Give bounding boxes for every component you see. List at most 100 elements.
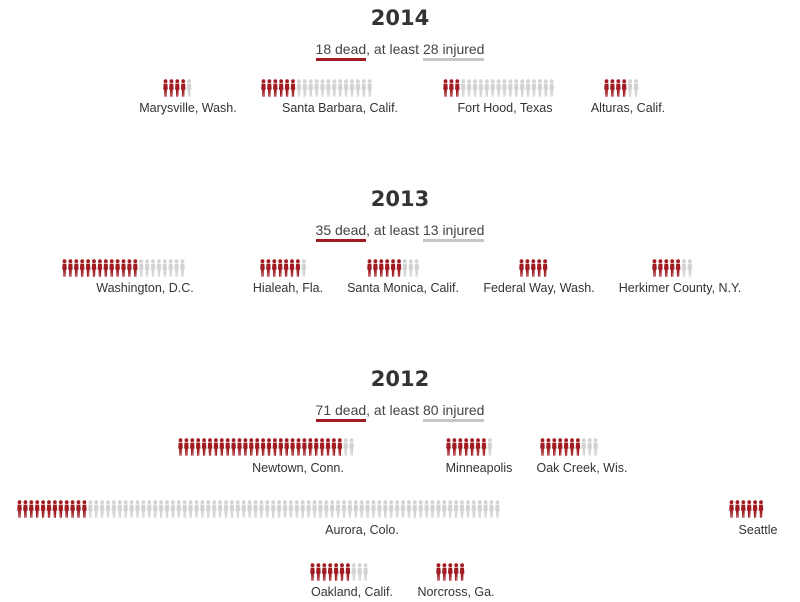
injured-victim-figure [332,79,337,97]
dead-victim-figure [446,438,451,456]
event-federal-way [519,259,549,277]
dead-victim-figure [302,438,307,456]
dead-victim-figure [741,500,746,518]
dead-victim-figure [325,438,331,456]
injured-victim-figure [365,500,370,518]
injured-victim-figure [158,500,164,518]
event-newtown [178,438,356,456]
injured-victim-figure [168,259,173,277]
dead-victim-figure [17,500,22,518]
event-oak-creek [540,438,600,456]
dead-victim-figure [604,79,609,97]
injured-victim-figure [430,500,435,518]
event-alturas [604,79,640,97]
injured-victim-figure [543,79,549,97]
year-heading-2012: 2012 [370,367,430,391]
injured-victim-figure [217,500,223,518]
injured-victim-figure [490,79,495,97]
location-label: Newtown, Conn. [252,461,344,475]
injured-victim-figure [414,259,419,277]
injured-victim-figure [206,500,211,518]
injured-victim-figure [341,500,347,518]
location-label: Santa Barbara, Calif. [281,101,399,115]
dead-victim-figure [225,438,230,456]
year-heading-2013: 2013 [370,187,430,211]
year-heading-2014: 2014 [370,6,430,30]
victim-figures [17,500,500,518]
dead-victim-figure [277,259,283,277]
injured-victim-figure [447,500,453,518]
injured-victim-figure [164,500,170,518]
dead-victim-figure [333,563,339,581]
dead-victim-figure [283,259,289,277]
injured-victim-figure [361,79,367,97]
dead-victim-figure [313,438,319,456]
dead-victim-figure [455,79,460,97]
injured-total: 13 injured [422,222,485,242]
dead-victim-figure [278,79,284,97]
event-seattle [729,500,765,518]
injured-victim-figure [349,438,354,456]
injured-total: 28 injured [422,41,485,61]
dead-victim-figure [557,438,563,456]
injured-victim-figure [371,500,376,518]
dead-victim-figure [278,438,284,456]
victim-figures [62,259,185,277]
dead-victim-figure [34,500,40,518]
event-marysville [163,79,193,97]
injured-victim-figure [162,259,168,277]
dead-victim-figure [390,259,396,277]
dead-victim-figure [190,438,195,456]
location-label: Santa Monica, Calif. [347,281,459,295]
victim-figures [260,259,307,277]
location-label: Fort Hood, Texas [457,101,553,115]
dead-victim-figure [337,438,343,456]
injured-victim-figure [593,438,598,456]
injured-victim-figure [587,438,592,456]
injured-victim-figure [270,500,276,518]
injured-victim-figure [483,500,488,518]
dead-victim-figure [373,259,378,277]
dead-victim-figure [254,438,260,456]
dead-victim-figure [339,563,345,581]
dead-victim-figure [70,500,75,518]
injured-victim-figure [170,500,176,518]
dead-victim-figure [664,259,669,277]
dead-victim-figure [475,438,481,456]
injured-victim-figure [194,500,199,518]
injured-victim-figure [156,259,162,277]
victim-figures [436,563,465,581]
injured-victim-figure [320,79,325,97]
injured-victim-figure [318,500,323,518]
injured-victim-figure [223,500,229,518]
location-label: Minneapolis [445,461,513,475]
injured-victim-figure [123,500,128,518]
location-label: Aurora, Colo. [325,523,399,537]
injured-victim-figure [581,438,587,456]
dead-victim-figure [327,563,333,581]
dead-victim-figure [442,563,447,581]
injured-victim-figure [324,500,329,518]
injured-victim-figure [514,79,519,97]
injured-victim-figure [355,79,361,97]
dead-victim-figure [575,438,581,456]
victim-figures [446,438,493,456]
dead-victim-figure [331,438,337,456]
dead-victim-figure [76,500,81,518]
dead-victim-figure [542,259,548,277]
injured-victim-figure [383,500,388,518]
injured-victim-figure [259,500,264,518]
injured-victim-figure [495,500,500,518]
injured-victim-figure [412,500,418,518]
injured-victim-figure [418,500,423,518]
injured-victim-figure [388,500,394,518]
location-label: Oakland, Calif. [311,585,393,599]
dead-victim-figure [243,438,248,456]
dead-victim-figure [295,259,301,277]
dead-victim-figure [316,563,321,581]
injured-victim-figure [141,500,146,518]
event-santa-barbara [261,79,374,97]
dead-victim-figure [169,79,174,97]
dead-total: 71 dead [315,402,367,422]
dead-victim-figure [180,79,186,97]
